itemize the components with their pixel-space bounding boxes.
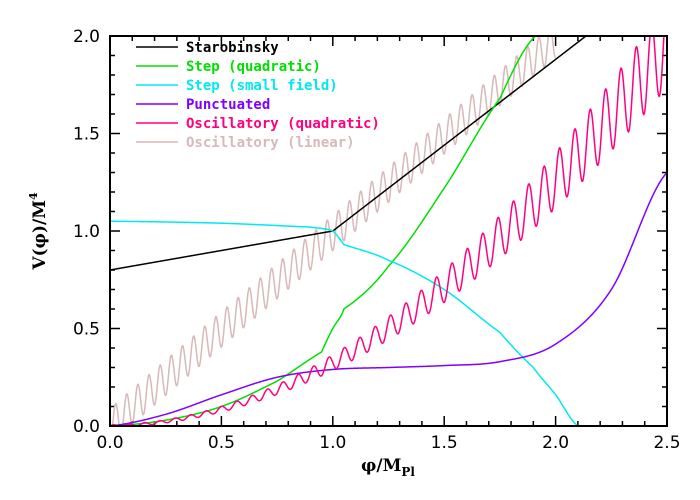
x-tick-label: 0.5	[208, 433, 235, 453]
legend-label: Oscillatory (quadratic)	[186, 116, 380, 132]
series-line-oscillatory-linear	[110, 36, 556, 426]
y-tick-label: 0.0	[73, 417, 100, 437]
x-tick-label: 1.0	[319, 433, 346, 453]
plot-curves	[110, 36, 667, 426]
series-line-step-small-field	[110, 220, 579, 426]
y-axis-label: V(φ)/M4	[27, 192, 50, 271]
y-tick-labels: 0.0 0.5 1.0 1.5 2.0	[73, 27, 100, 437]
series-line-step-quadratic	[110, 36, 537, 426]
y-tick-label: 1.0	[73, 222, 100, 242]
y-tick-label: 0.5	[73, 320, 100, 340]
x-tick-label: 2.5	[653, 433, 680, 453]
x-tick-label: 2.0	[542, 433, 569, 453]
legend-label: Step (small field)	[186, 78, 338, 94]
plot-frame	[109, 35, 668, 427]
x-axis-label: φ/MPl	[361, 456, 415, 479]
x-tick-label: 1.5	[431, 433, 458, 453]
legend-label: Starobinsky	[186, 40, 279, 56]
legend-label: Punctuated	[186, 97, 270, 113]
legend-label: Step (quadratic)	[186, 59, 321, 75]
x-tick-labels: 0.0 0.5 1.0 1.5 2.0 2.5	[96, 433, 680, 453]
series-line-oscillatory-quadratic	[110, 36, 665, 426]
legend: Starobinsky Step (quadratic) Step (small f…	[136, 40, 380, 151]
y-tick-label: 2.0	[73, 27, 100, 47]
legend-label: Oscillatory (linear)	[186, 135, 355, 151]
series-line-starobinsky	[110, 36, 588, 271]
x-tick-label: 0.0	[96, 433, 123, 453]
series-line-punctuated	[110, 171, 667, 426]
y-tick-label: 1.5	[73, 125, 100, 145]
